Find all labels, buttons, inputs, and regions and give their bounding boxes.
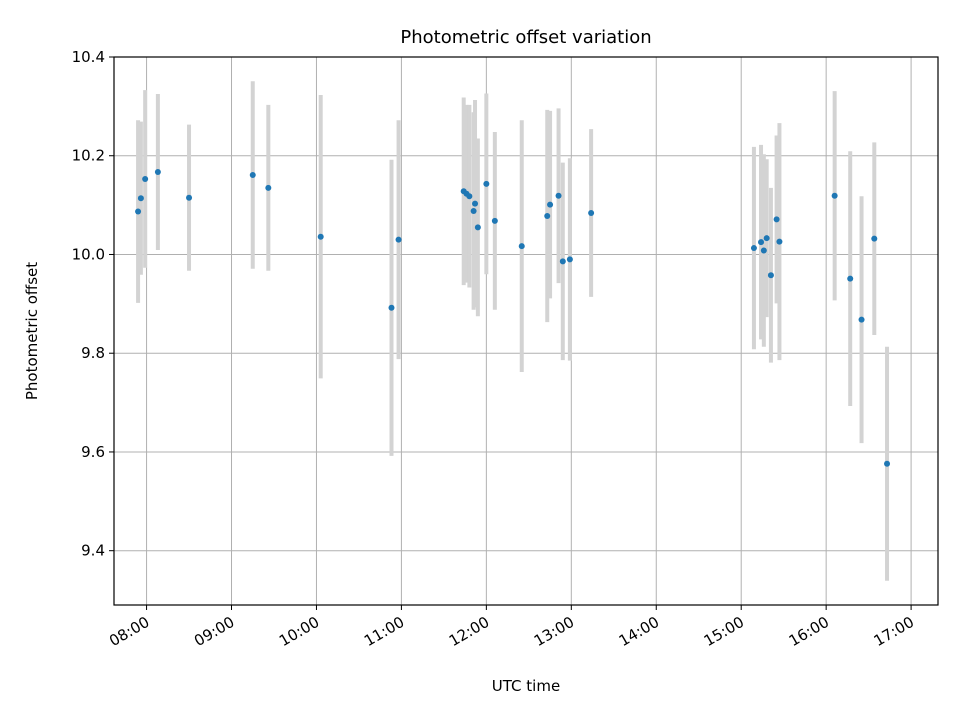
data-point	[518, 243, 525, 250]
chart-title: Photometric offset variation	[400, 27, 651, 48]
data-point	[847, 275, 854, 282]
data-point	[884, 460, 891, 467]
data-point	[750, 245, 757, 252]
data-point	[491, 217, 498, 224]
data-point	[249, 171, 256, 178]
data-point	[470, 208, 477, 215]
data-point	[763, 235, 770, 242]
data-point	[773, 216, 780, 223]
data-point	[154, 169, 161, 176]
data-point	[395, 236, 402, 243]
data-point	[758, 239, 765, 246]
data-point	[858, 316, 865, 323]
data-point	[566, 256, 573, 263]
data-point	[265, 184, 272, 191]
data-point	[871, 235, 878, 242]
data-point	[544, 212, 551, 219]
data-point	[760, 247, 767, 254]
data-point	[472, 200, 479, 207]
data-point	[483, 180, 490, 187]
data-point	[767, 272, 774, 279]
y-tick-label: 10.4	[72, 48, 105, 66]
data-point	[547, 201, 554, 208]
data-point	[466, 193, 473, 200]
y-axis: 9.4 9.6 9.8 10.0 10.2 10.4	[72, 48, 114, 560]
data-points	[135, 169, 891, 467]
y-tick-label: 10.2	[72, 147, 105, 165]
plot-frame	[113, 56, 939, 606]
y-tick-label: 9.8	[81, 344, 105, 362]
data-point	[135, 208, 142, 215]
data-point	[388, 304, 395, 311]
data-point	[142, 175, 149, 182]
data-point	[317, 233, 324, 240]
y-tick-label: 9.4	[81, 542, 105, 560]
data-point	[555, 192, 562, 199]
data-point	[137, 195, 144, 202]
y-tick-label: 9.6	[81, 443, 105, 461]
data-point	[831, 192, 838, 199]
data-point	[776, 238, 783, 245]
data-point	[588, 210, 595, 217]
x-axis-label: UTC time	[492, 677, 560, 695]
y-axis-label: Photometric offset	[23, 262, 41, 400]
data-point	[186, 194, 193, 201]
data-point	[559, 258, 566, 265]
y-tick-label: 10.0	[72, 245, 105, 263]
data-point	[474, 224, 481, 231]
